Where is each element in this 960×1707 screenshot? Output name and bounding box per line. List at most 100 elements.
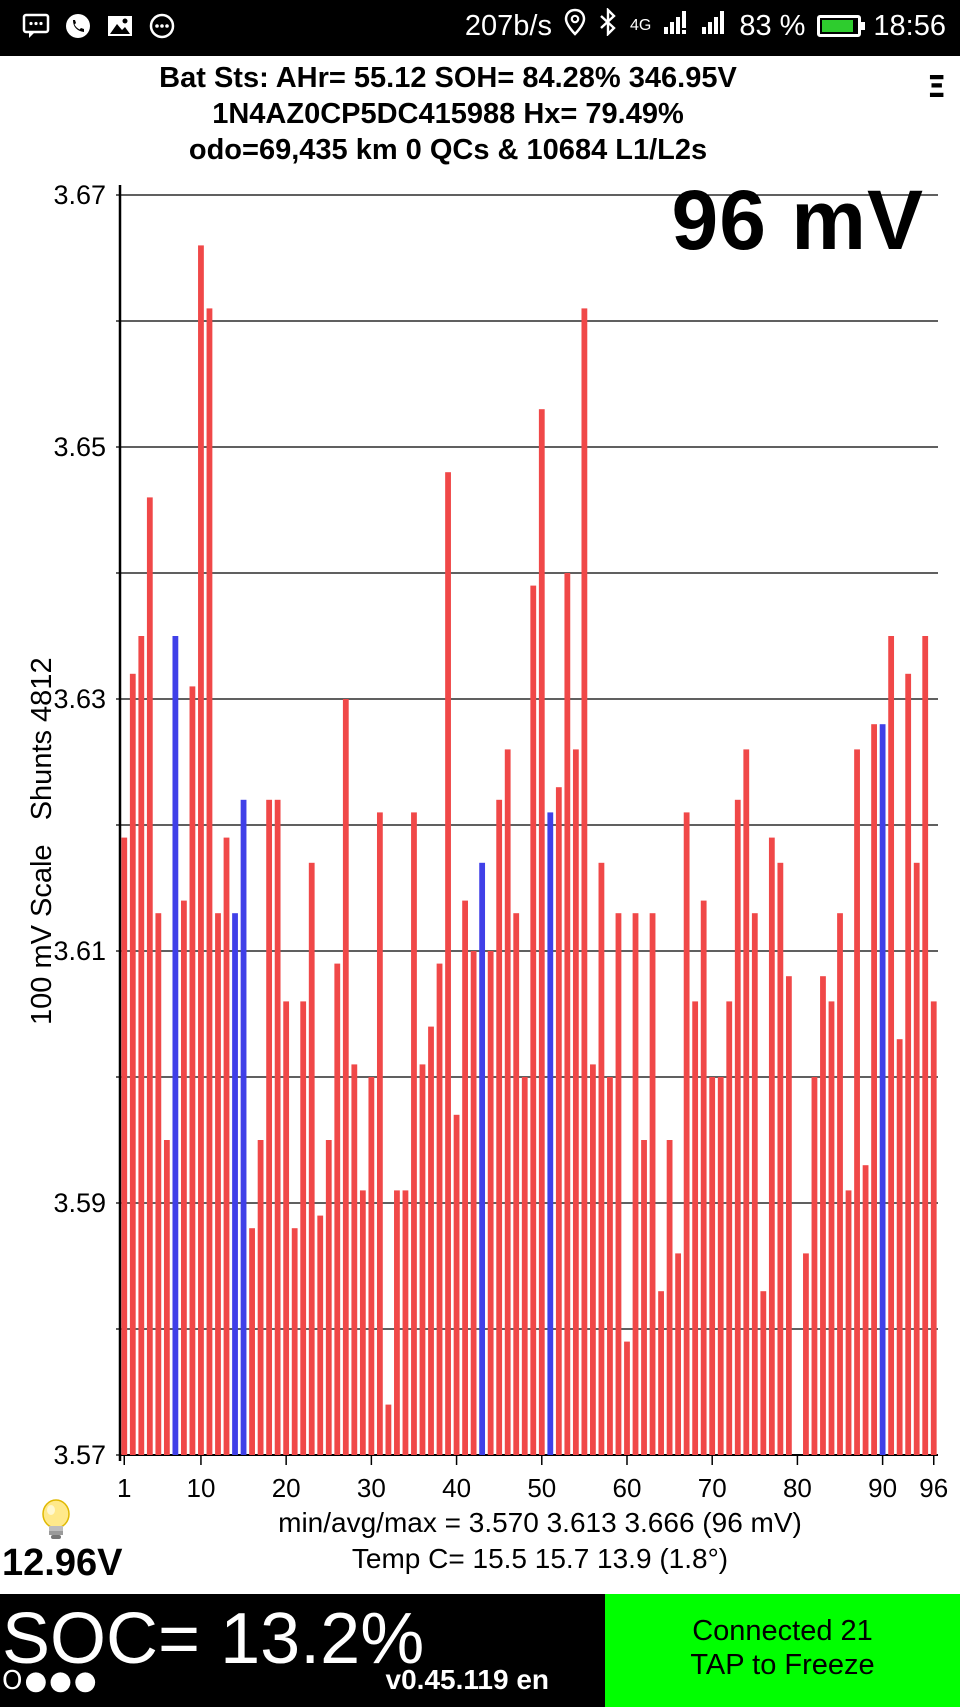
app-version: v0.45.119 en bbox=[385, 1664, 549, 1695]
chart-stats: min/avg/max = 3.570 3.613 3.666 (96 mV) … bbox=[0, 1505, 960, 1577]
cell-bar bbox=[308, 862, 315, 1455]
cell-bar bbox=[513, 913, 520, 1455]
cell-bar bbox=[470, 951, 477, 1455]
x-tick-label: 30 bbox=[357, 1473, 386, 1500]
connection-button[interactable]: Connected 21 TAP to Freeze bbox=[605, 1594, 960, 1707]
cell-bar bbox=[359, 1190, 366, 1455]
cell-bar bbox=[163, 1140, 170, 1455]
cell-bar bbox=[342, 699, 349, 1455]
cell-bar bbox=[930, 1001, 937, 1455]
cell-bar bbox=[462, 900, 468, 1455]
cell-bar bbox=[692, 1001, 699, 1455]
system-status: 207b/s 4G 83 % 18:56 bbox=[464, 7, 946, 44]
cell-bar bbox=[624, 1341, 630, 1455]
page-dots: O●●● bbox=[2, 1666, 99, 1696]
x-tick-label: 90 bbox=[868, 1473, 897, 1500]
cell-bar bbox=[658, 1291, 664, 1455]
cell-bar bbox=[181, 900, 187, 1455]
cell-bar bbox=[504, 749, 511, 1455]
cell-bar bbox=[274, 799, 281, 1455]
cell-bar bbox=[590, 1064, 596, 1455]
freeze-hint: TAP to Freeze bbox=[690, 1649, 875, 1681]
cell-bar bbox=[768, 837, 775, 1455]
image-icon bbox=[106, 12, 134, 40]
cell-bar bbox=[683, 812, 690, 1455]
cell-bar bbox=[215, 913, 221, 1455]
cell-bar bbox=[487, 951, 494, 1455]
cell-bar bbox=[760, 1291, 767, 1455]
cell-bar bbox=[428, 1026, 434, 1455]
cell-bar bbox=[734, 799, 741, 1455]
odometer-charges: odo=69,435 km 0 QCs & 10684 L1/L2s bbox=[188, 134, 708, 166]
vin-history: 1N4AZ0CP5DC415988 Hx= 79.49% bbox=[212, 98, 684, 130]
cell-bar bbox=[572, 749, 579, 1455]
cell-bar bbox=[198, 245, 204, 1455]
cell-bar bbox=[402, 1190, 409, 1455]
battery-level bbox=[822, 20, 854, 32]
net-speed: 207b/s bbox=[464, 9, 552, 42]
x-tick-label: 96 bbox=[919, 1473, 948, 1500]
min-avg-max: min/avg/max = 3.570 3.613 3.666 (96 mV) bbox=[278, 1507, 802, 1538]
cell-bar bbox=[436, 963, 443, 1455]
temperature-line: Temp C= 15.5 15.7 13.9 (1.8°) bbox=[351, 1543, 729, 1574]
cell-bar bbox=[445, 472, 451, 1455]
cell-bar bbox=[300, 1001, 307, 1455]
cell-bar bbox=[325, 1140, 332, 1455]
cell-bar bbox=[189, 686, 196, 1455]
cell-bar bbox=[453, 1114, 460, 1455]
y-axis-title: 100 mV Scale Shunts 4812 bbox=[26, 657, 58, 1025]
cell-bar bbox=[632, 913, 639, 1455]
cell-bar bbox=[700, 900, 707, 1455]
cell-bar bbox=[376, 812, 383, 1455]
cell-bar bbox=[266, 799, 273, 1455]
cell-bar bbox=[828, 1001, 835, 1455]
menu-icon[interactable]: Ξ bbox=[927, 70, 946, 105]
cell-bar bbox=[607, 1077, 613, 1455]
bluetooth-icon bbox=[598, 7, 618, 44]
cell-bar bbox=[785, 976, 792, 1455]
soc-value: SOC= 13.2% bbox=[2, 1599, 425, 1679]
x-tick-label: 10 bbox=[186, 1473, 215, 1500]
location-icon bbox=[564, 8, 586, 44]
cell-bar bbox=[581, 308, 588, 1455]
y-tick-label: 3.67 bbox=[53, 180, 106, 210]
cell-bar bbox=[845, 1190, 852, 1455]
y-tick-label: 3.63 bbox=[53, 684, 106, 714]
cell-bar bbox=[530, 585, 537, 1455]
shunt-bar bbox=[172, 636, 179, 1455]
cell-bar bbox=[717, 1077, 724, 1455]
cell-bar bbox=[521, 1077, 528, 1455]
cell-bar bbox=[862, 1165, 869, 1455]
y-tick-label: 3.57 bbox=[53, 1440, 106, 1470]
notification-icons bbox=[22, 12, 176, 40]
lightbulb-icon[interactable] bbox=[38, 1498, 74, 1548]
cell-voltage-chart[interactable]: 3.67 3.65 3.63 3.61 3.59 3.57 1 10 20 30 40 50 60 70 8… bbox=[0, 0, 960, 1500]
cell-bar bbox=[615, 913, 622, 1455]
cell-bar bbox=[811, 1077, 818, 1455]
battery-status-header: Bat Sts: AHr= 55.12 SOH= 84.28% 346.95V … bbox=[0, 60, 960, 168]
x-tick-label: 20 bbox=[272, 1473, 301, 1500]
soc-panel[interactable]: SOC= 13.2% O●●● v0.45.119 en bbox=[0, 1594, 605, 1707]
cell-bar bbox=[291, 1228, 298, 1455]
battery-icon bbox=[817, 15, 866, 37]
cell-bar bbox=[351, 1064, 358, 1455]
x-tick-label: 70 bbox=[698, 1473, 727, 1500]
cell-bar bbox=[803, 1253, 809, 1455]
cell-bar bbox=[641, 1140, 647, 1455]
clock: 18:56 bbox=[873, 9, 946, 42]
cell-bar bbox=[837, 913, 843, 1455]
cell-bar bbox=[871, 724, 877, 1455]
cell-bar bbox=[394, 1190, 400, 1455]
battery-summary: Bat Sts: AHr= 55.12 SOH= 84.28% 346.95V bbox=[159, 62, 737, 94]
shunt-bar bbox=[479, 862, 486, 1455]
shunt-bar bbox=[879, 724, 886, 1455]
cell-bar bbox=[129, 673, 136, 1455]
cell-bar bbox=[496, 799, 503, 1455]
cell-bar bbox=[249, 1228, 255, 1455]
cell-bar bbox=[206, 308, 213, 1455]
cell-bar bbox=[283, 1001, 290, 1455]
signal-icon bbox=[701, 9, 727, 43]
cell-bar bbox=[564, 573, 571, 1455]
cell-bar bbox=[411, 812, 417, 1455]
cell-bar bbox=[888, 636, 895, 1455]
